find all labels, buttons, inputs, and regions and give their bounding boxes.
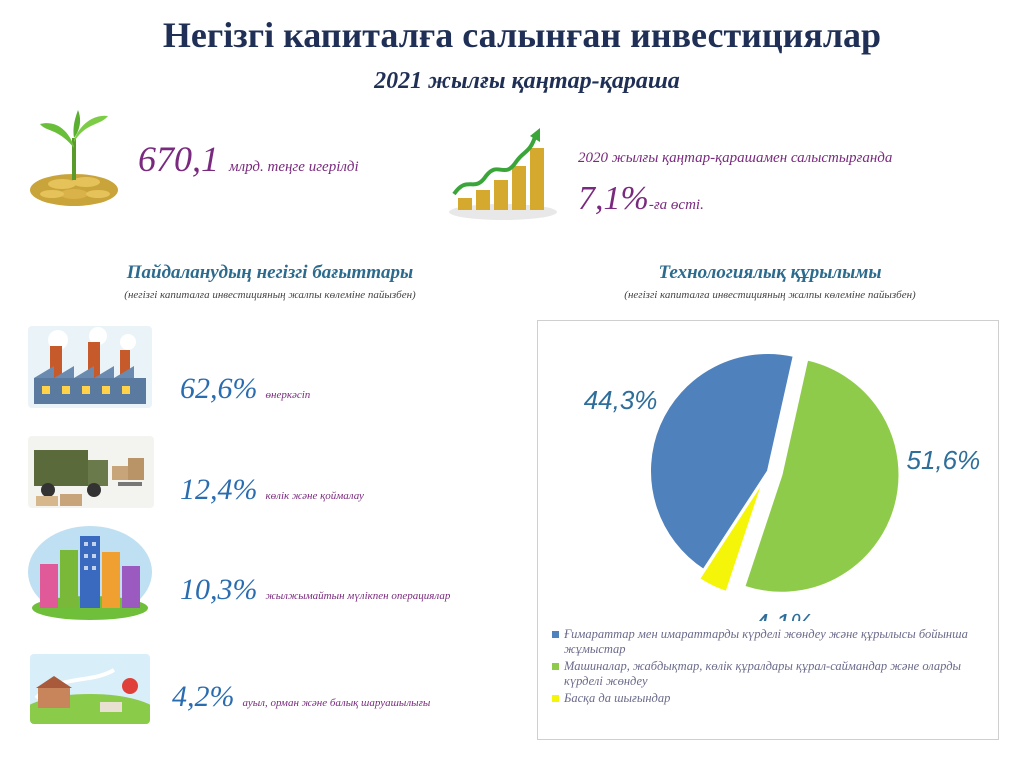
chart-legend: Ғимараттар мен имараттарды күрделі жөнде…	[552, 627, 988, 708]
directions-note: (негізгі капиталға инвестицияның жалпы к…	[124, 289, 416, 301]
truck-warehouse-icon	[28, 436, 154, 508]
legend-label: Басқа да шығындар	[564, 691, 671, 705]
legend-label: Машиналар, жабдықтар, көлік құралдары құ…	[564, 659, 962, 688]
slice-data-label: 4,1%	[754, 608, 813, 621]
direction-item-realestate: 10,3% жылжымайтын мүлікпен операциялар	[180, 573, 450, 607]
legend-swatch	[552, 631, 559, 638]
direction-label: жылжымайтын мүлікпен операциялар	[265, 590, 451, 602]
direction-label: өнеркәсіп	[265, 389, 311, 401]
plant-coins-icon	[22, 98, 126, 216]
total-label: млрд. теңге игерілді	[229, 159, 359, 175]
direction-item-industry: 62,6% өнеркәсіп	[180, 372, 310, 406]
direction-value: 62,6%	[180, 372, 258, 405]
factory-icon	[28, 326, 152, 408]
direction-value: 12,4%	[180, 473, 258, 506]
direction-item-transport: 12,4% көлік және қоймалау	[180, 473, 364, 507]
slice-data-label: 51,6%	[907, 445, 981, 475]
direction-value: 10,3%	[180, 573, 258, 606]
compare-text: 2020 жылғы қаңтар-қарашамен салыстырғанд…	[578, 150, 893, 166]
total-stat: 670,1 млрд. теңге игерілді	[138, 138, 359, 180]
page-subtitle: 2021 жылғы қаңтар-қараша	[374, 68, 680, 94]
legend-label: Ғимараттар мен имараттарды күрделі жөнде…	[564, 627, 968, 656]
pie-slice	[697, 479, 765, 594]
slice-data-label: 44,3%	[584, 385, 658, 415]
direction-label: ауыл, орман және балық шаруашылығы	[242, 697, 431, 709]
growth-value: 7,1%	[578, 180, 649, 217]
total-value: 670,1	[138, 139, 219, 179]
direction-label: көлік және қоймалау	[265, 490, 364, 502]
legend-swatch	[552, 663, 559, 670]
direction-item-agriculture: 4,2% ауыл, орман және балық шаруашылығы	[172, 680, 430, 714]
buildings-icon	[26, 524, 154, 620]
pie-chart: 51,6% 4,1% 44,3%	[584, 352, 981, 621]
legend-entry: Машиналар, жабдықтар, көлік құралдары құ…	[552, 659, 988, 689]
pie-slice	[743, 358, 901, 594]
growth-coins-icon	[444, 124, 562, 224]
chart-panel: 51,6% 4,1% 44,3% Ғимараттар мен имараттард…	[537, 320, 999, 740]
page-title: Негізгі капиталға салынған инвестициялар	[162, 15, 882, 55]
growth-stat: 7,1%-ға өсті.	[578, 180, 704, 218]
directions-heading: Пайдаланудың негізгі бағыттары	[126, 262, 414, 283]
pie-slice	[649, 352, 795, 572]
legend-entry: Ғимараттар мен имараттарды күрделі жөнде…	[552, 627, 988, 657]
direction-value: 4,2%	[172, 680, 235, 713]
structure-note: (негізгі капиталға инвестицияның жалпы к…	[624, 289, 916, 301]
growth-suffix: -ға өсті.	[648, 197, 704, 213]
legend-entry: Басқа да шығындар	[552, 691, 988, 706]
farm-icon	[30, 654, 150, 724]
legend-swatch	[552, 695, 559, 702]
structure-heading: Технологиялық құрылымы	[658, 262, 882, 283]
